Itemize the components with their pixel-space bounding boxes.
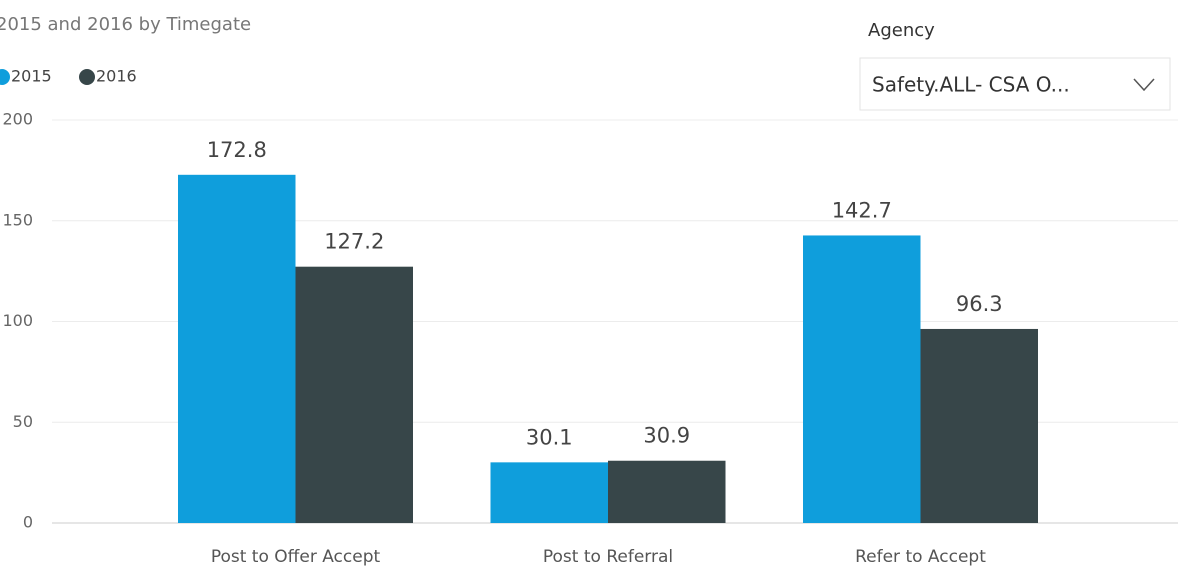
data-label: 30.1: [526, 425, 573, 449]
x-tick-label: Post to Referral: [543, 547, 673, 567]
legend-label: 2016: [96, 67, 137, 86]
y-tick-label: 50: [13, 412, 33, 431]
bar: [920, 328, 1038, 523]
legend-marker: [0, 69, 10, 85]
data-label: 96.3: [956, 292, 1003, 316]
bar: [178, 174, 296, 524]
bar: [295, 266, 413, 523]
bar: [803, 235, 921, 523]
data-label: 30.9: [643, 424, 690, 448]
bar: [608, 460, 726, 523]
chevron[interactable]: [1133, 78, 1155, 92]
slicer[interactable]: Agency Safety.ALL- CSA O...: [859, 20, 1171, 111]
x-tick-label: Refer to Accept: [855, 547, 986, 567]
slicer-value: Safety.ALL- CSA O...: [872, 73, 1070, 97]
slicer-label: Agency: [868, 20, 935, 41]
data-label: 127.2: [324, 230, 384, 254]
y-tick-label: 150: [2, 210, 33, 229]
y-tick-label: 0: [23, 513, 33, 532]
y-tick-label: 100: [2, 311, 33, 330]
legend-marker: [79, 69, 95, 85]
chart-title: 2015 and 2016 by Timegate: [0, 14, 251, 35]
x-tick-label: Post to Offer Accept: [211, 547, 381, 567]
data-label: 172.8: [207, 138, 267, 162]
data-label: 142.7: [832, 198, 892, 222]
y-tick-label: 200: [2, 110, 33, 129]
bar: [490, 462, 608, 523]
legend-label: 2015: [11, 67, 52, 86]
slicer-box[interactable]: [859, 57, 1171, 111]
